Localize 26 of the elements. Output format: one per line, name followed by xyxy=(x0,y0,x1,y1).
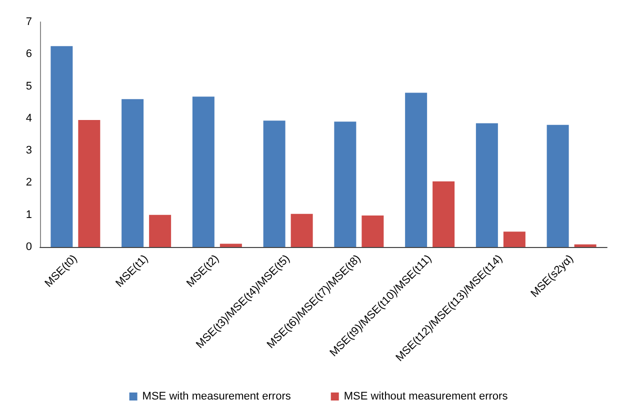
bar xyxy=(334,122,356,247)
bar xyxy=(405,92,428,247)
bar xyxy=(149,214,172,247)
y-tick-label: 0 xyxy=(26,241,32,253)
legend-label: MSE without measurement errors xyxy=(344,390,508,402)
bar xyxy=(50,46,73,247)
y-tick-label: 2 xyxy=(26,176,32,189)
bar xyxy=(476,123,498,247)
y-tick-label: 5 xyxy=(26,80,32,92)
bar xyxy=(78,120,100,247)
y-tick-label: 1 xyxy=(26,208,32,221)
y-tick-label: 4 xyxy=(26,112,32,124)
bar xyxy=(192,96,214,247)
bar xyxy=(432,181,455,247)
y-tick-label: 6 xyxy=(26,48,32,60)
legend-label: MSE with measurement errors xyxy=(142,390,292,402)
y-tick-label: 3 xyxy=(26,144,32,157)
bar xyxy=(220,244,242,247)
bar xyxy=(263,120,286,247)
bar xyxy=(290,214,313,247)
bar xyxy=(122,99,144,247)
bar xyxy=(503,232,526,247)
bar xyxy=(574,244,596,247)
bar xyxy=(362,216,384,247)
y-tick-label: 7 xyxy=(26,16,32,28)
bar xyxy=(546,124,569,247)
